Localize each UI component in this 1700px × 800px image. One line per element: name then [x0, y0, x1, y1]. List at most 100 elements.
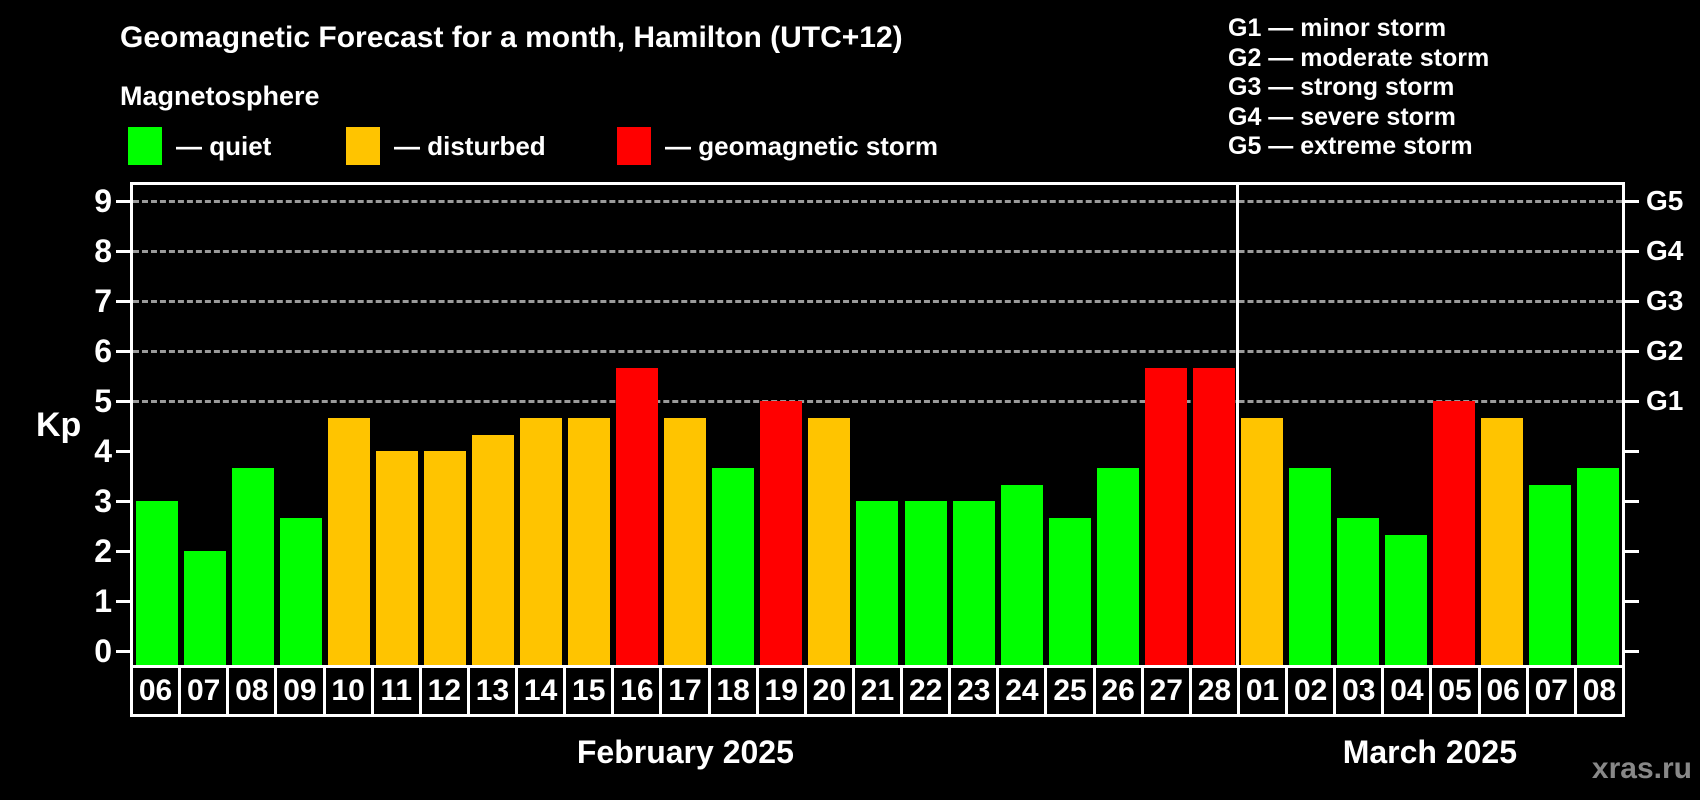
kp-bar-feb-24 [1000, 484, 1043, 665]
legend-item-quiet: — quiet [128, 127, 271, 165]
kp-bar-mar-06 [1480, 417, 1523, 665]
date-label-mar-06: 06 [1480, 668, 1526, 714]
y-axis-label-0: 0 [94, 633, 112, 669]
gridline-kp7 [133, 300, 1622, 303]
legend-quiet-label: — quiet [176, 130, 272, 161]
date-label-mar-07: 07 [1528, 668, 1574, 714]
kp-bar-feb-13 [472, 434, 515, 665]
date-label-feb-07: 07 [181, 668, 227, 714]
storm-scale-line-1: G1 — minor storm [1228, 14, 1447, 42]
date-label-mar-01: 01 [1239, 668, 1286, 714]
y-axis-label-9: 9 [94, 183, 112, 219]
month-label-february: February 2025 [576, 734, 794, 770]
quiet-color-swatch [128, 127, 162, 165]
y-tick-left-4 [116, 449, 130, 453]
date-label-feb-23: 23 [951, 668, 997, 714]
y-axis-label-7: 7 [94, 283, 112, 319]
y-tick-right-1 [1625, 599, 1639, 603]
kp-bar-feb-17 [664, 417, 707, 665]
kp-bar-mar-05 [1432, 401, 1475, 665]
y-tick-left-5 [116, 399, 130, 403]
y-axis-label-1: 1 [94, 583, 112, 619]
month-label-march: March 2025 [1342, 734, 1518, 770]
y-tick-right-0 [1625, 649, 1639, 653]
y-tick-right-8 [1625, 249, 1639, 253]
y-axis-label-6: 6 [94, 333, 112, 369]
kp-bar-feb-27 [1144, 367, 1187, 665]
y-tick-left-9 [116, 199, 130, 203]
y-tick-right-5 [1625, 399, 1639, 403]
date-label-mar-02: 02 [1288, 668, 1334, 714]
y-tick-left-1 [116, 599, 130, 603]
kp-bar-feb-22 [904, 501, 947, 665]
kp-bar-feb-10 [328, 417, 371, 665]
date-label-feb-17: 17 [662, 668, 708, 714]
kp-bar-feb-12 [424, 451, 467, 665]
kp-bar-feb-25 [1048, 517, 1091, 665]
kp-bar-feb-07 [184, 551, 227, 665]
date-label-feb-19: 19 [758, 668, 804, 714]
gridline-kp9 [133, 200, 1622, 203]
kp-bar-feb-06 [136, 501, 178, 665]
kp-bar-feb-28 [1192, 367, 1235, 665]
kp-bar-mar-02 [1288, 467, 1331, 665]
kp-bar-feb-09 [280, 517, 323, 665]
plot-canvas [133, 185, 1622, 665]
date-label-mar-05: 05 [1432, 668, 1478, 714]
date-label-mar-08: 08 [1576, 668, 1622, 714]
storm-scale-line-2: G2 — moderate storm [1228, 43, 1490, 72]
kp-bar-feb-16 [616, 367, 659, 665]
legend-item-disturbed: — disturbed [346, 127, 546, 165]
date-label-feb-16: 16 [614, 668, 660, 714]
kp-bar-mar-03 [1336, 517, 1379, 665]
kp-bar-feb-11 [376, 451, 419, 665]
storm-scale-line-5: G5 — extreme storm [1228, 132, 1473, 160]
month-separator [1236, 185, 1240, 665]
kp-bar-feb-19 [760, 401, 803, 665]
date-label-feb-24: 24 [999, 668, 1045, 714]
kp-bar-feb-14 [520, 417, 563, 665]
storm-color-swatch [617, 127, 651, 165]
page-title: Geomagnetic Forecast for a month, Hamilt… [120, 21, 903, 54]
date-label-feb-21: 21 [854, 668, 901, 714]
kp-bar-feb-15 [568, 417, 611, 665]
y-tick-left-3 [116, 499, 130, 503]
date-label-feb-12: 12 [421, 668, 467, 714]
y-tick-left-0 [116, 649, 130, 653]
plot-area [130, 182, 1625, 668]
y-axis-label-8: 8 [94, 233, 112, 269]
g-scale-label-G2: G2 [1646, 335, 1684, 366]
y-tick-right-2 [1625, 549, 1639, 553]
date-label-feb-06: 06 [133, 668, 179, 714]
kp-bar-feb-18 [712, 467, 755, 665]
legend-storm-label: — geomagnetic storm [665, 130, 939, 161]
date-label-feb-26: 26 [1095, 668, 1141, 714]
gridline-kp5 [133, 400, 1622, 403]
kp-bar-feb-21 [856, 501, 899, 665]
y-tick-right-4 [1625, 449, 1639, 453]
storm-scale-line-3: G3 — strong storm [1228, 73, 1455, 101]
kp-bar-feb-20 [808, 417, 851, 665]
date-label-feb-25: 25 [1047, 668, 1093, 714]
y-tick-right-3 [1625, 499, 1639, 503]
date-label-mar-04: 04 [1384, 668, 1430, 714]
date-label-feb-15: 15 [566, 668, 612, 714]
y-tick-right-6 [1625, 349, 1639, 353]
y-axis-title: Kp [36, 406, 82, 444]
date-label-feb-28: 28 [1191, 668, 1237, 714]
kp-bar-feb-26 [1096, 467, 1139, 665]
storm-scale-legend: G1 — minor storm G2 — moderate storm G3 — … [1228, 14, 1489, 162]
kp-bar-mar-08 [1576, 467, 1619, 665]
kp-bar-feb-08 [232, 467, 275, 665]
y-tick-left-7 [116, 299, 130, 303]
date-label-mar-03: 03 [1336, 668, 1382, 714]
watermark: xras.ru [1591, 752, 1692, 785]
date-axis: 06 07 08 09 10 11 12 13 14 15 16 17 18 19 20 21 22 23 24 25… [130, 665, 1625, 717]
y-axis-label-2: 2 [94, 533, 112, 569]
y-axis-label-3: 3 [94, 483, 112, 519]
date-label-feb-18: 18 [710, 668, 756, 714]
disturbed-color-swatch [346, 127, 380, 165]
y-tick-left-6 [116, 349, 130, 353]
g-scale-label-G1: G1 [1646, 385, 1684, 416]
kp-bar-mar-01 [1240, 417, 1283, 665]
